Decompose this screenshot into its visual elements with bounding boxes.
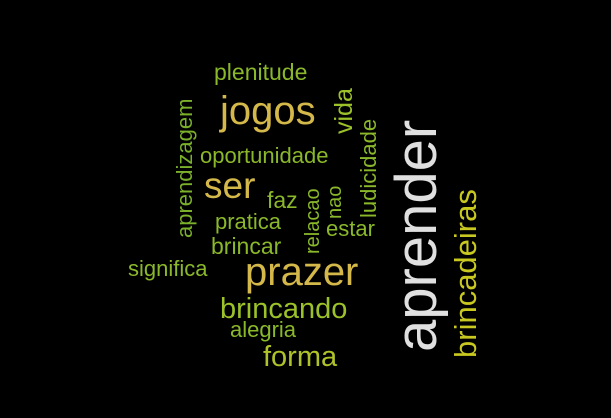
word-oportunidade: oportunidade — [200, 143, 329, 168]
word-forma: forma — [263, 341, 338, 373]
word-vida: vida — [330, 88, 358, 134]
word-pratica: pratica — [215, 209, 282, 234]
word-prazer: prazer — [245, 250, 359, 294]
word-relacao: relacao — [302, 188, 324, 254]
word-faz: faz — [267, 187, 298, 213]
word-estar: estar — [326, 216, 375, 241]
word-plenitude: plenitude — [214, 59, 308, 85]
word-alegria: alegria — [230, 317, 297, 342]
word-nao: nao — [324, 185, 346, 219]
word-aprender: aprender — [384, 119, 449, 352]
word-ludicidade: ludicidade — [356, 118, 381, 218]
word-brincadeiras: brincadeiras — [448, 189, 483, 358]
word-significa: significa — [128, 256, 208, 281]
word-brincar: brincar — [211, 233, 282, 259]
word-ser: ser — [204, 165, 256, 206]
word-jogos: jogos — [220, 89, 316, 133]
word-brincando: brincando — [220, 293, 348, 325]
word-aprendizagem: aprendizagem — [172, 98, 197, 238]
